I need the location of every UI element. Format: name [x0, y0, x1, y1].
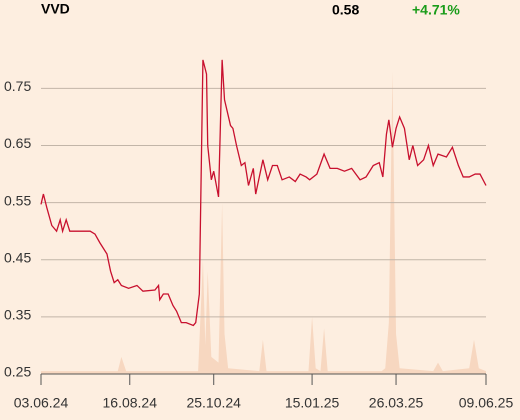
price-line — [40, 59, 487, 327]
volume-area — [41, 71, 486, 375]
y-tick-label: 0.25 — [4, 364, 31, 380]
price: 0.58 — [332, 2, 359, 18]
y-tick-label: 0.35 — [4, 307, 31, 323]
x-tick-label: 03.06.24 — [14, 395, 69, 411]
change: +4.71% — [412, 2, 460, 18]
x-tick-label: 26.03.25 — [369, 395, 424, 411]
y-tick-label: 0.75 — [4, 78, 31, 94]
x-tick-label: 09.06.25 — [459, 395, 514, 411]
x-tick-label: 15.01.25 — [285, 395, 340, 411]
y-tick-label: 0.55 — [4, 192, 31, 208]
y-tick-label: 0.65 — [4, 135, 31, 151]
x-tick-label: 16.08.24 — [103, 395, 158, 411]
x-tick-label: 25.10.24 — [186, 395, 241, 411]
ticker: VVD — [41, 1, 70, 17]
y-tick-label: 0.45 — [4, 249, 31, 265]
